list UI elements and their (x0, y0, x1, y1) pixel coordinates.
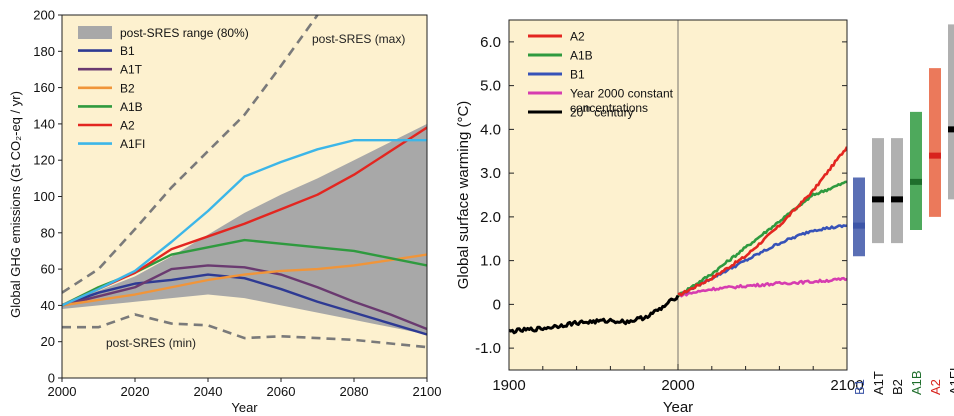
y-tick-label: 200 (33, 8, 55, 23)
series-year-2000-constant-concentrations-line (677, 276, 847, 298)
y-axis-label: Global GHG emissions (Gt CO₂-eq / yr) (8, 91, 23, 318)
legend-label: B1 (570, 68, 585, 82)
y-tick-label: 2.0 (480, 209, 501, 226)
y-tick-label: 4.0 (480, 121, 501, 138)
series-b1-line (62, 273, 427, 336)
series-20th-century-line (509, 294, 680, 335)
legend-label: Year 2000 constant (570, 87, 674, 101)
y-tick-label: 0 (48, 371, 55, 386)
warming-chart: -1.0 0 1.0 2.0 3.0 4.0 5.0 6.0 1900 2000 2100 Year G… (455, 19, 864, 416)
best-estimate-a1fi (948, 126, 954, 133)
y-tick-label: 140 (33, 116, 55, 131)
legend-text: century (591, 106, 634, 120)
x-tick-label: 2100 (830, 377, 863, 394)
legend-label: A2 (570, 30, 585, 44)
y-tick-label: 0 (493, 296, 501, 313)
range-label-b1: B1 (852, 379, 867, 395)
y-tick-label: 6.0 (480, 34, 501, 51)
post-sres-min-line (62, 313, 427, 349)
range-label-a1t: A1T (871, 371, 886, 395)
range-bar-a1b (910, 111, 922, 230)
legend-label: A2 (120, 119, 135, 133)
y-tick-label: -1.0 (475, 340, 501, 357)
y-tick-label: 20 (41, 334, 55, 349)
range-label-b2: B2 (890, 379, 905, 395)
best-estimate-a1b (910, 178, 922, 185)
warming-range-bars: B1 A1T B2 A1B A2 A1FI (852, 24, 954, 395)
plot-area (509, 20, 847, 370)
legend-label: A1B (120, 100, 143, 114)
range-bar-a2 (929, 68, 941, 217)
legend-label: A1T (120, 63, 143, 77)
y-tick-label: 3.0 (480, 165, 501, 182)
x-tick-label: 2080 (340, 384, 369, 399)
legend-label: B2 (120, 81, 135, 95)
best-estimate-b2 (891, 196, 903, 203)
y-tick-label: 100 (33, 189, 55, 204)
x-axis-label: Year (231, 400, 258, 415)
y-tick-label: 120 (33, 153, 55, 168)
series-a1b-line (676, 180, 847, 298)
best-estimate-b1 (853, 222, 865, 229)
y-tick-label: 40 (41, 298, 55, 313)
y-tick-label: 160 (33, 80, 55, 95)
legend-text: 20 (570, 106, 584, 120)
legend-label: B1 (120, 44, 135, 58)
post-sres-max-line (62, 15, 319, 294)
legend-superscript: th (583, 104, 591, 114)
legend-swatch-band (78, 26, 112, 39)
legend-label: post-SRES range (80%) (120, 26, 249, 40)
range-bar-b2 (891, 138, 903, 244)
x-axis-label: Year (663, 399, 693, 416)
legend-label: A1B (570, 49, 593, 63)
series-b2-line (62, 253, 427, 307)
series-a1fi-line (62, 139, 427, 307)
range-bar-a1fi (948, 24, 954, 200)
x-tick-label: 1900 (492, 377, 525, 394)
series-a2-line (677, 146, 847, 297)
x-tick-label: 2000 (48, 384, 77, 399)
range-label-a2: A2 (928, 379, 943, 395)
x-tick-label: 2040 (194, 384, 223, 399)
best-estimate-a2 (929, 152, 941, 159)
range-label-a1fi: A1FI (947, 368, 954, 395)
series-a1t-line (62, 264, 427, 331)
range-label-a1b: A1B (909, 370, 924, 395)
x-tick-label: 2020 (121, 384, 150, 399)
y-axis-label: Global surface warming (°C) (455, 101, 472, 290)
legend-label-line2: concentrations (570, 101, 648, 115)
range-bar-a1t (872, 138, 884, 244)
y-tick-label: 1.0 (480, 253, 501, 270)
y-tick-label: 5.0 (480, 78, 501, 95)
plot-area (62, 15, 427, 349)
range-bar-b1 (853, 177, 865, 257)
post-sres-max-label: post-SRES (max) (312, 32, 405, 46)
y-tick-label: 180 (33, 44, 55, 59)
y-tick-label: 60 (41, 262, 55, 277)
x-tick-label: 2000 (661, 377, 694, 394)
legend-label: A1FI (120, 137, 145, 151)
best-estimate-a1t (872, 196, 884, 203)
legend-label: 20th century (570, 104, 634, 120)
post-sres-min-label: post-SRES (min) (106, 336, 196, 350)
x-tick-label: 2060 (267, 384, 296, 399)
y-tick-label: 80 (41, 225, 55, 240)
x-tick-label: 2100 (413, 384, 442, 399)
